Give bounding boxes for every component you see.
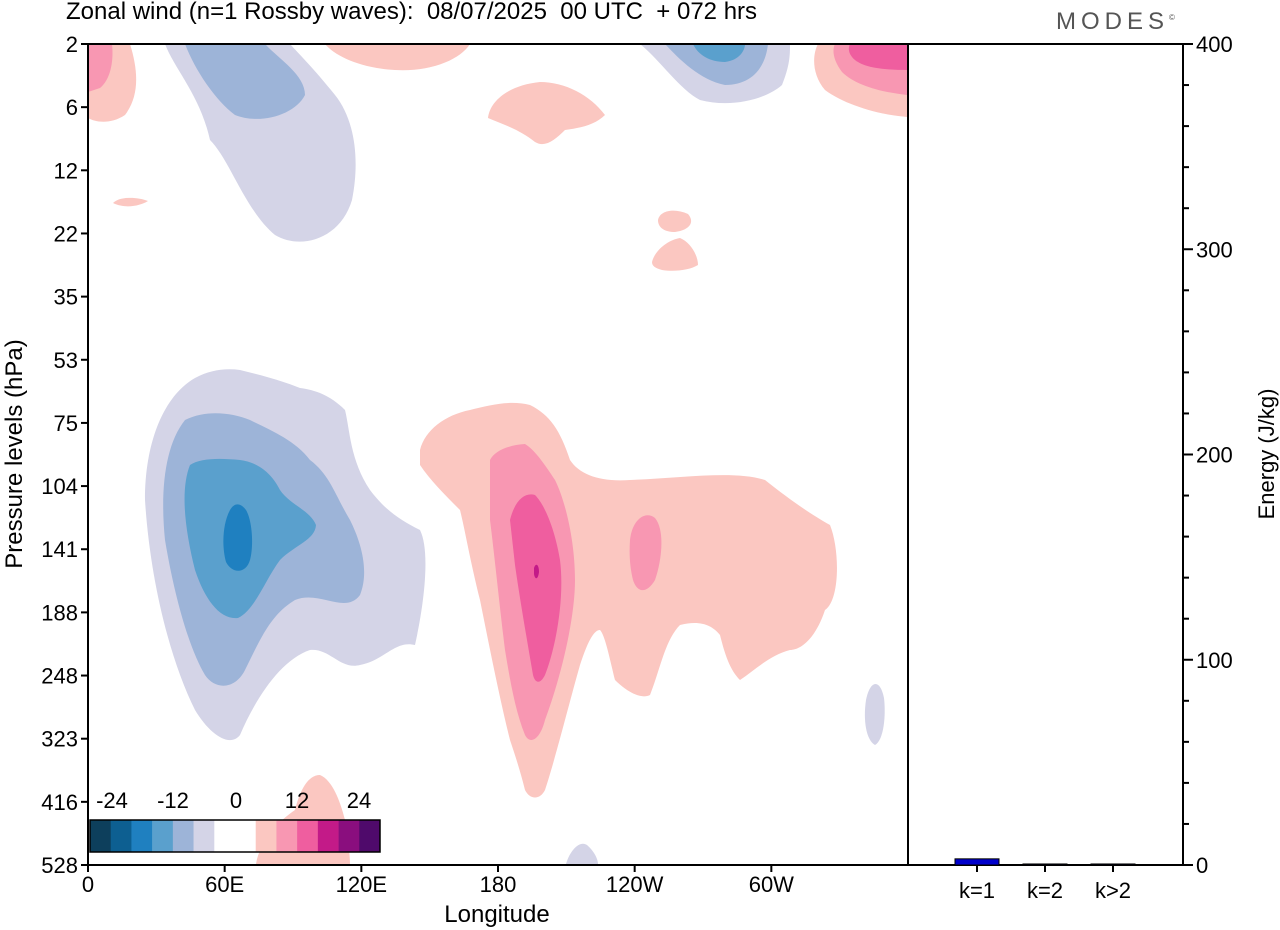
energy-category-label: k=2 [1027, 878, 1063, 903]
y-tick-label: 104 [41, 474, 78, 499]
x-axis-label: Longitude [444, 901, 549, 928]
colorbar-swatch [90, 820, 112, 852]
colorbar-label: -24 [96, 788, 128, 813]
colorbar-swatch [338, 820, 360, 852]
colorbar-swatch [235, 820, 257, 852]
x-tick-label: 120E [336, 872, 387, 897]
energy-tick-label: 0 [1196, 853, 1208, 878]
contour-pos-topcenter [325, 44, 470, 71]
y-tick-label: 6 [66, 95, 78, 120]
colorbar-swatch [172, 820, 194, 852]
colorbar: -24 -12 0 12 24 [89, 788, 381, 853]
colorbar-swatch [276, 820, 298, 852]
brand-mark: © [1169, 13, 1175, 22]
y-tick-label: 188 [41, 600, 78, 625]
energy-bar [1022, 863, 1068, 866]
y-axis-pressure: 2 6 12 22 35 53 75 104 141 188 248 323 416 528 [41, 32, 88, 878]
colorbar-label: 12 [285, 788, 309, 813]
contour-pos-blob-c [652, 238, 698, 271]
y-tick-label: 323 [41, 727, 78, 752]
contour-pos-topleft-inner [88, 44, 113, 92]
colorbar-swatch [255, 820, 277, 852]
colorbar-swatch [193, 820, 215, 852]
brand-logo: MODES© [1056, 8, 1175, 36]
energy-tick-label: 400 [1196, 32, 1233, 57]
x-tick-label: 60E [205, 872, 244, 897]
y-tick-label: 22 [54, 221, 78, 246]
contour-neg-main-core [223, 504, 253, 571]
contour-fills [88, 44, 907, 864]
contour-pos-main-core [534, 564, 539, 579]
contour-pos-blob-e [629, 515, 662, 591]
energy-tick-label: 100 [1196, 648, 1233, 673]
colorbar-swatch [317, 820, 339, 852]
x-tick-label: 0 [82, 872, 94, 897]
contour-pos-blob-b [658, 210, 692, 232]
energy-bar [954, 858, 1000, 866]
colorbar-label: -12 [157, 788, 189, 813]
y-tick-label: 248 [41, 664, 78, 689]
contour-pos-blob-a [488, 82, 605, 145]
colorbar-label: 0 [230, 788, 242, 813]
y-tick-label: 141 [41, 537, 78, 562]
contour-pos-main-inner [510, 494, 562, 682]
x-tick-label: 120W [606, 872, 664, 897]
chart-title: Zonal wind (n=1 Rossby waves): 08/07/202… [66, 0, 758, 25]
colorbar-swatch [110, 820, 132, 852]
brand-name: MODES [1056, 8, 1170, 35]
colorbar-label: 24 [347, 788, 371, 813]
colorbar-swatch [152, 820, 174, 852]
contour-pos-blob-d [113, 197, 148, 207]
y-tick-label: 35 [54, 285, 78, 310]
y-tick-label: 2 [66, 32, 78, 57]
y-tick-label: 53 [54, 348, 78, 373]
y-axis-label: Pressure levels (hPa) [1, 339, 28, 568]
x-axis-longitude: 0 60E 120E 180 120W 60W [82, 865, 794, 897]
contour-pos-main-outer [420, 402, 837, 798]
contour-neg-topright-mid [665, 44, 768, 85]
energy-category-label: k>2 [1095, 878, 1131, 903]
y-tick-label: 416 [41, 790, 78, 815]
contour-neg-blob-right [864, 683, 885, 745]
energy-category-label: k=1 [959, 878, 995, 903]
energy-axis-label: Energy (J/kg) [1254, 389, 1279, 520]
y-tick-label: 528 [41, 853, 78, 878]
y-tick-label: 75 [54, 411, 78, 436]
contour-pos-topright-inner [848, 44, 907, 70]
energy-tick-label: 200 [1196, 443, 1233, 468]
energy-tick-label: 300 [1196, 237, 1233, 262]
y-tick-label: 12 [54, 158, 78, 183]
colorbar-swatch [297, 820, 319, 852]
energy-bars: k=1 k=2 k>2 [954, 858, 1136, 903]
colorbar-swatch [214, 820, 236, 852]
colorbar-swatch [131, 820, 153, 852]
x-tick-label: 60W [749, 872, 794, 897]
contour-neg-upper-outer [165, 44, 356, 242]
energy-bar [1090, 863, 1136, 866]
contour-neg-upper-mid [185, 44, 305, 119]
colorbar-swatch [359, 820, 381, 852]
x-tick-label: 180 [480, 872, 517, 897]
contour-neg-topright-inner [693, 44, 745, 62]
colorbar-frame [89, 819, 381, 853]
contour-neg-blob-bottom [566, 843, 598, 864]
y-axis-energy: 0 100 200 300 400 [1183, 32, 1233, 878]
